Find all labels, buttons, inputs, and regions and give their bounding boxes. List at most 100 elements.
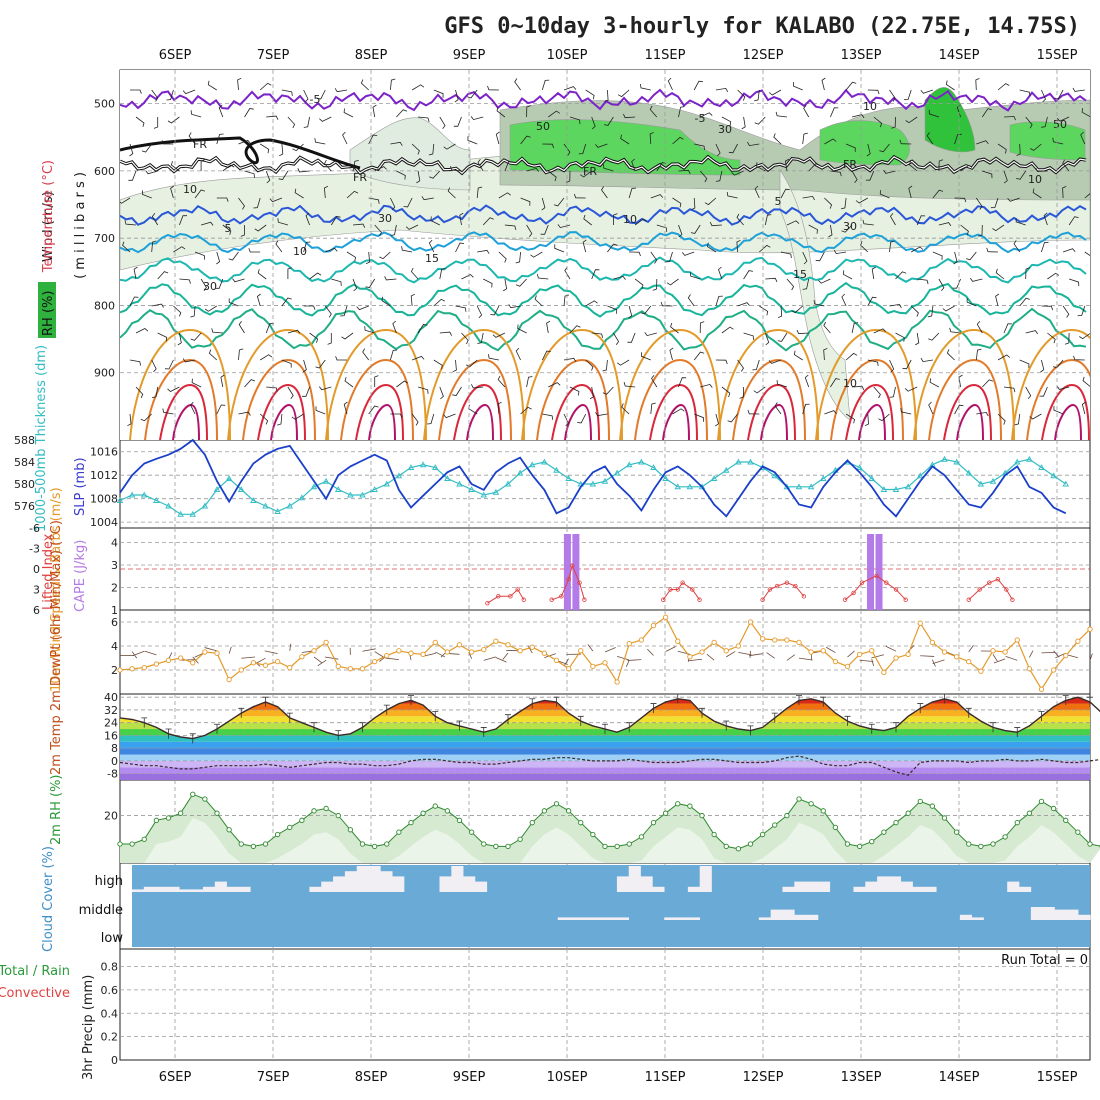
wind-barb — [303, 241, 311, 253]
rh-point — [141, 836, 147, 842]
wind-barb — [915, 332, 920, 346]
wind-speed-point — [881, 669, 887, 676]
isotherm-hot-lobe — [1054, 403, 1082, 440]
rh-point — [869, 839, 875, 845]
thickness-point — [977, 480, 985, 487]
temp-minmax-bar — [1014, 727, 1021, 737]
precip-legend-convective: Convective — [0, 986, 70, 1001]
date-label-top: 13SEP — [841, 48, 882, 63]
surface-wind-barb — [204, 647, 218, 652]
wind-barb — [253, 197, 261, 209]
wind-barb — [410, 267, 419, 280]
pressure-tick-label: 500 — [94, 98, 115, 111]
wind-barb — [563, 86, 577, 91]
contour-label: 15 — [793, 268, 807, 281]
cloud-high-bar — [628, 866, 641, 892]
wind-barb — [737, 359, 744, 372]
thickness-point — [407, 464, 415, 470]
wind-barb — [1062, 159, 1070, 172]
temp-minmax-bar — [917, 703, 924, 714]
wind-barb — [487, 85, 499, 91]
wind-barb — [182, 89, 196, 95]
wind-barb — [715, 170, 723, 182]
wind-barb — [1091, 161, 1097, 171]
wind-barb — [628, 305, 633, 319]
date-label-bottom: 9SEP — [453, 1070, 486, 1085]
wind-barb — [344, 377, 354, 388]
wind-barb — [504, 161, 513, 172]
precip-ylabel: 3hr Precip (mm) — [81, 975, 96, 1080]
wind-barb — [515, 347, 521, 361]
lifted-index-point — [893, 587, 899, 592]
pressure-tick-label: 800 — [94, 299, 115, 312]
temp-tick-label: -8 — [107, 768, 118, 781]
surface-wind-barb — [665, 646, 676, 652]
li-tick-label: 0 — [33, 563, 40, 576]
wind-barb — [254, 224, 267, 232]
wind-barb — [232, 278, 245, 283]
wind-barb — [845, 352, 858, 361]
wind-barb — [390, 224, 397, 236]
thickness-point — [662, 475, 669, 481]
wind-barb — [324, 305, 332, 318]
wind-barb — [122, 241, 131, 253]
wind-barb — [1077, 305, 1086, 317]
wind-barb — [244, 379, 256, 388]
cloud-high-bar — [344, 871, 358, 892]
wind-barb — [368, 197, 380, 204]
cape-tick-label: 4 — [111, 537, 118, 550]
wind-speed-point — [1075, 638, 1081, 644]
wind-barb — [1062, 186, 1067, 199]
wind-speed-point — [420, 651, 426, 658]
surface-wind-barb — [993, 658, 1006, 664]
cloud-layer-label: low — [101, 931, 124, 946]
temp-minmax-bar — [359, 722, 366, 733]
wind-barb — [650, 251, 658, 264]
wind-barb — [211, 328, 223, 334]
temp-minmax-bar — [165, 728, 172, 739]
wind-barb — [542, 413, 554, 420]
wind-barb — [774, 402, 782, 415]
thickness-point — [468, 486, 475, 492]
wind-barb — [768, 89, 782, 96]
wind-speed-point — [905, 651, 911, 658]
wind-barb — [392, 320, 397, 334]
wind-barb — [651, 374, 658, 388]
wind-barb — [120, 197, 131, 204]
wind-tick-label: 6 — [111, 616, 118, 629]
wind-barb — [650, 194, 664, 199]
cloud-high-bar — [179, 889, 192, 892]
rh-point — [274, 831, 281, 838]
wind-barb — [381, 296, 391, 307]
wind-speed-point — [723, 648, 729, 654]
wind-speed-point — [359, 666, 366, 672]
cloud-high-bar — [616, 876, 630, 892]
wind-barb — [439, 268, 446, 280]
wind-barb — [715, 87, 729, 93]
wind-barb — [142, 190, 152, 199]
surface-wind-barb — [627, 659, 642, 661]
thickness-point — [553, 466, 560, 473]
rh-point — [784, 812, 790, 819]
wind-barb — [975, 348, 982, 361]
rh-point — [238, 841, 244, 847]
wind-barb — [302, 359, 307, 373]
wind-barb — [721, 326, 734, 334]
contour-label: 30 — [843, 220, 857, 233]
thickness-point — [262, 502, 269, 509]
wind-barb — [976, 140, 989, 145]
temp-minmax-bar — [650, 703, 657, 714]
wind-barb — [890, 212, 896, 226]
lifted-index-point — [851, 590, 856, 596]
precip-tick-label: 0.2 — [101, 1031, 119, 1044]
surface-wind-barb — [317, 659, 327, 667]
wind-barb — [540, 224, 549, 235]
wind-speed-point — [250, 660, 257, 666]
wind-barb — [1056, 385, 1070, 390]
wind-barb — [244, 170, 255, 178]
isotherm-hot-lobe — [466, 403, 494, 440]
rh-point — [517, 836, 523, 842]
wind-barb — [694, 413, 704, 422]
wind-barb — [287, 116, 296, 129]
wind-barb — [1014, 413, 1021, 426]
